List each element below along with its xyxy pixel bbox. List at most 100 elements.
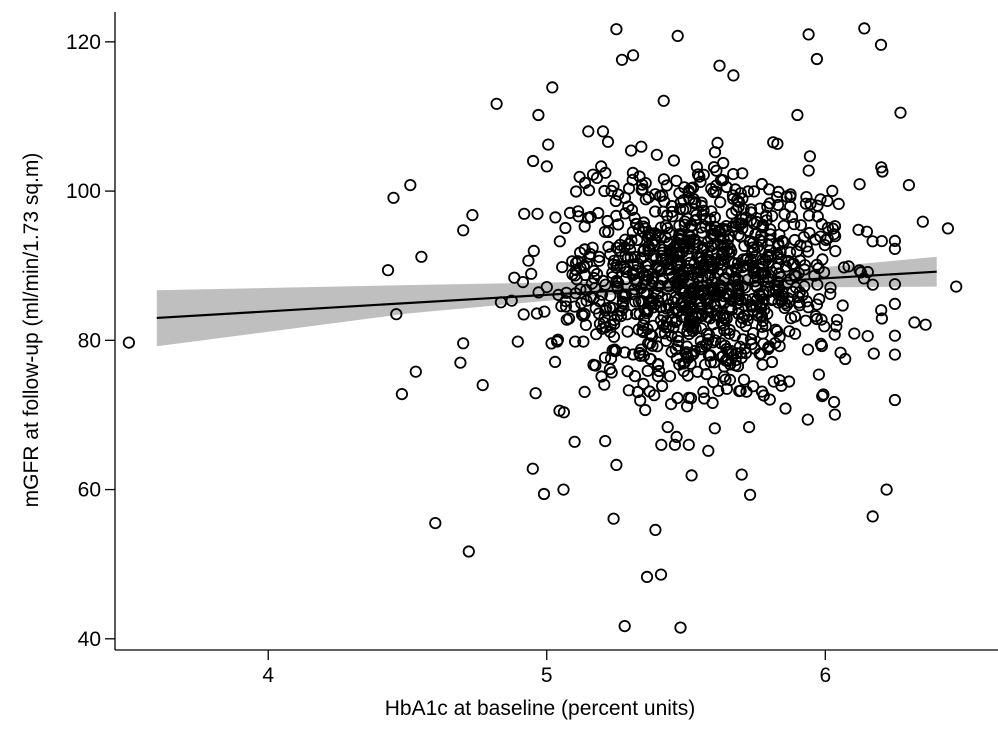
data-point [784, 312, 798, 325]
x-tick-label: 6 [819, 664, 831, 687]
data-point [723, 323, 736, 337]
data-point [637, 220, 650, 233]
data-point [755, 235, 768, 248]
data-point [749, 249, 762, 263]
data-point [861, 265, 874, 279]
data-point [635, 140, 648, 153]
data-point [387, 191, 400, 204]
data-point [395, 387, 408, 401]
data-point [592, 206, 605, 220]
data-point [654, 568, 668, 581]
data-point [548, 355, 562, 368]
data-point [802, 28, 815, 41]
data-point [734, 218, 747, 231]
data-point [595, 288, 609, 301]
data-point [610, 458, 623, 471]
data-point [677, 240, 691, 254]
data-point [577, 309, 590, 322]
data-point [720, 382, 734, 395]
data-point [800, 191, 813, 204]
fit-line [156, 270, 937, 320]
data-point [688, 282, 702, 296]
data-point [697, 385, 710, 398]
data-point [454, 356, 467, 369]
data-point [610, 241, 623, 254]
data-point [722, 246, 736, 259]
data-point [742, 420, 756, 434]
data-point [737, 253, 750, 266]
data-point [677, 194, 690, 207]
data-point [821, 194, 834, 207]
data-point [697, 242, 710, 255]
data-point [637, 377, 650, 390]
data-point [689, 196, 702, 209]
data-point [756, 260, 770, 273]
data-point [575, 297, 588, 310]
data-point [757, 285, 770, 298]
data-point [667, 154, 681, 167]
data-point [734, 384, 747, 397]
data-point [866, 235, 879, 248]
data-point [462, 545, 475, 558]
data-point [590, 328, 603, 341]
data-point [771, 198, 785, 212]
data-point [652, 364, 666, 378]
data-point [626, 166, 640, 179]
data-point [667, 295, 680, 309]
data-point [775, 253, 788, 266]
data-point [625, 203, 639, 217]
x-tick-label: 5 [541, 664, 553, 687]
data-point [714, 196, 727, 209]
data-point [799, 197, 813, 210]
data-point [785, 210, 799, 223]
data-point [518, 207, 531, 220]
data-point [788, 218, 801, 231]
data-point [657, 94, 670, 107]
data-point [800, 240, 813, 253]
data-point [792, 296, 806, 309]
data-point [848, 327, 861, 340]
data-point [757, 293, 770, 306]
data-point [776, 235, 789, 248]
data-point [718, 324, 731, 337]
data-point [636, 183, 649, 196]
data-point [691, 168, 705, 181]
data-point [522, 254, 535, 267]
data-point [832, 197, 845, 210]
data-point [731, 360, 745, 373]
data-point [578, 220, 591, 233]
data-point [735, 468, 748, 481]
data-point [537, 487, 551, 501]
data-point [755, 309, 768, 322]
data-point [788, 233, 801, 247]
data-point [722, 302, 735, 315]
data-point [700, 253, 714, 266]
data-point [665, 205, 679, 218]
data-point [680, 340, 694, 353]
data-point [710, 164, 723, 177]
data-point [708, 238, 721, 251]
data-point [122, 336, 135, 349]
data-point [690, 262, 704, 275]
data-point [619, 249, 632, 262]
data-point [828, 230, 842, 243]
data-point [559, 221, 572, 235]
data-point [618, 290, 631, 303]
data-point [670, 174, 683, 187]
data-point [611, 309, 624, 322]
data-point [598, 378, 611, 391]
data-point [686, 181, 700, 194]
data-point [680, 400, 694, 413]
data-point [814, 230, 827, 243]
data-point [589, 359, 602, 372]
y-tick-label: 40 [78, 628, 101, 651]
data-point [683, 263, 697, 276]
data-point [699, 339, 713, 352]
data-point [607, 330, 621, 343]
data-point [718, 271, 732, 284]
data-point [730, 204, 743, 217]
data-point [545, 337, 558, 350]
x-tick-label: 4 [262, 664, 274, 687]
data-point [734, 294, 747, 307]
data-point [802, 301, 815, 314]
